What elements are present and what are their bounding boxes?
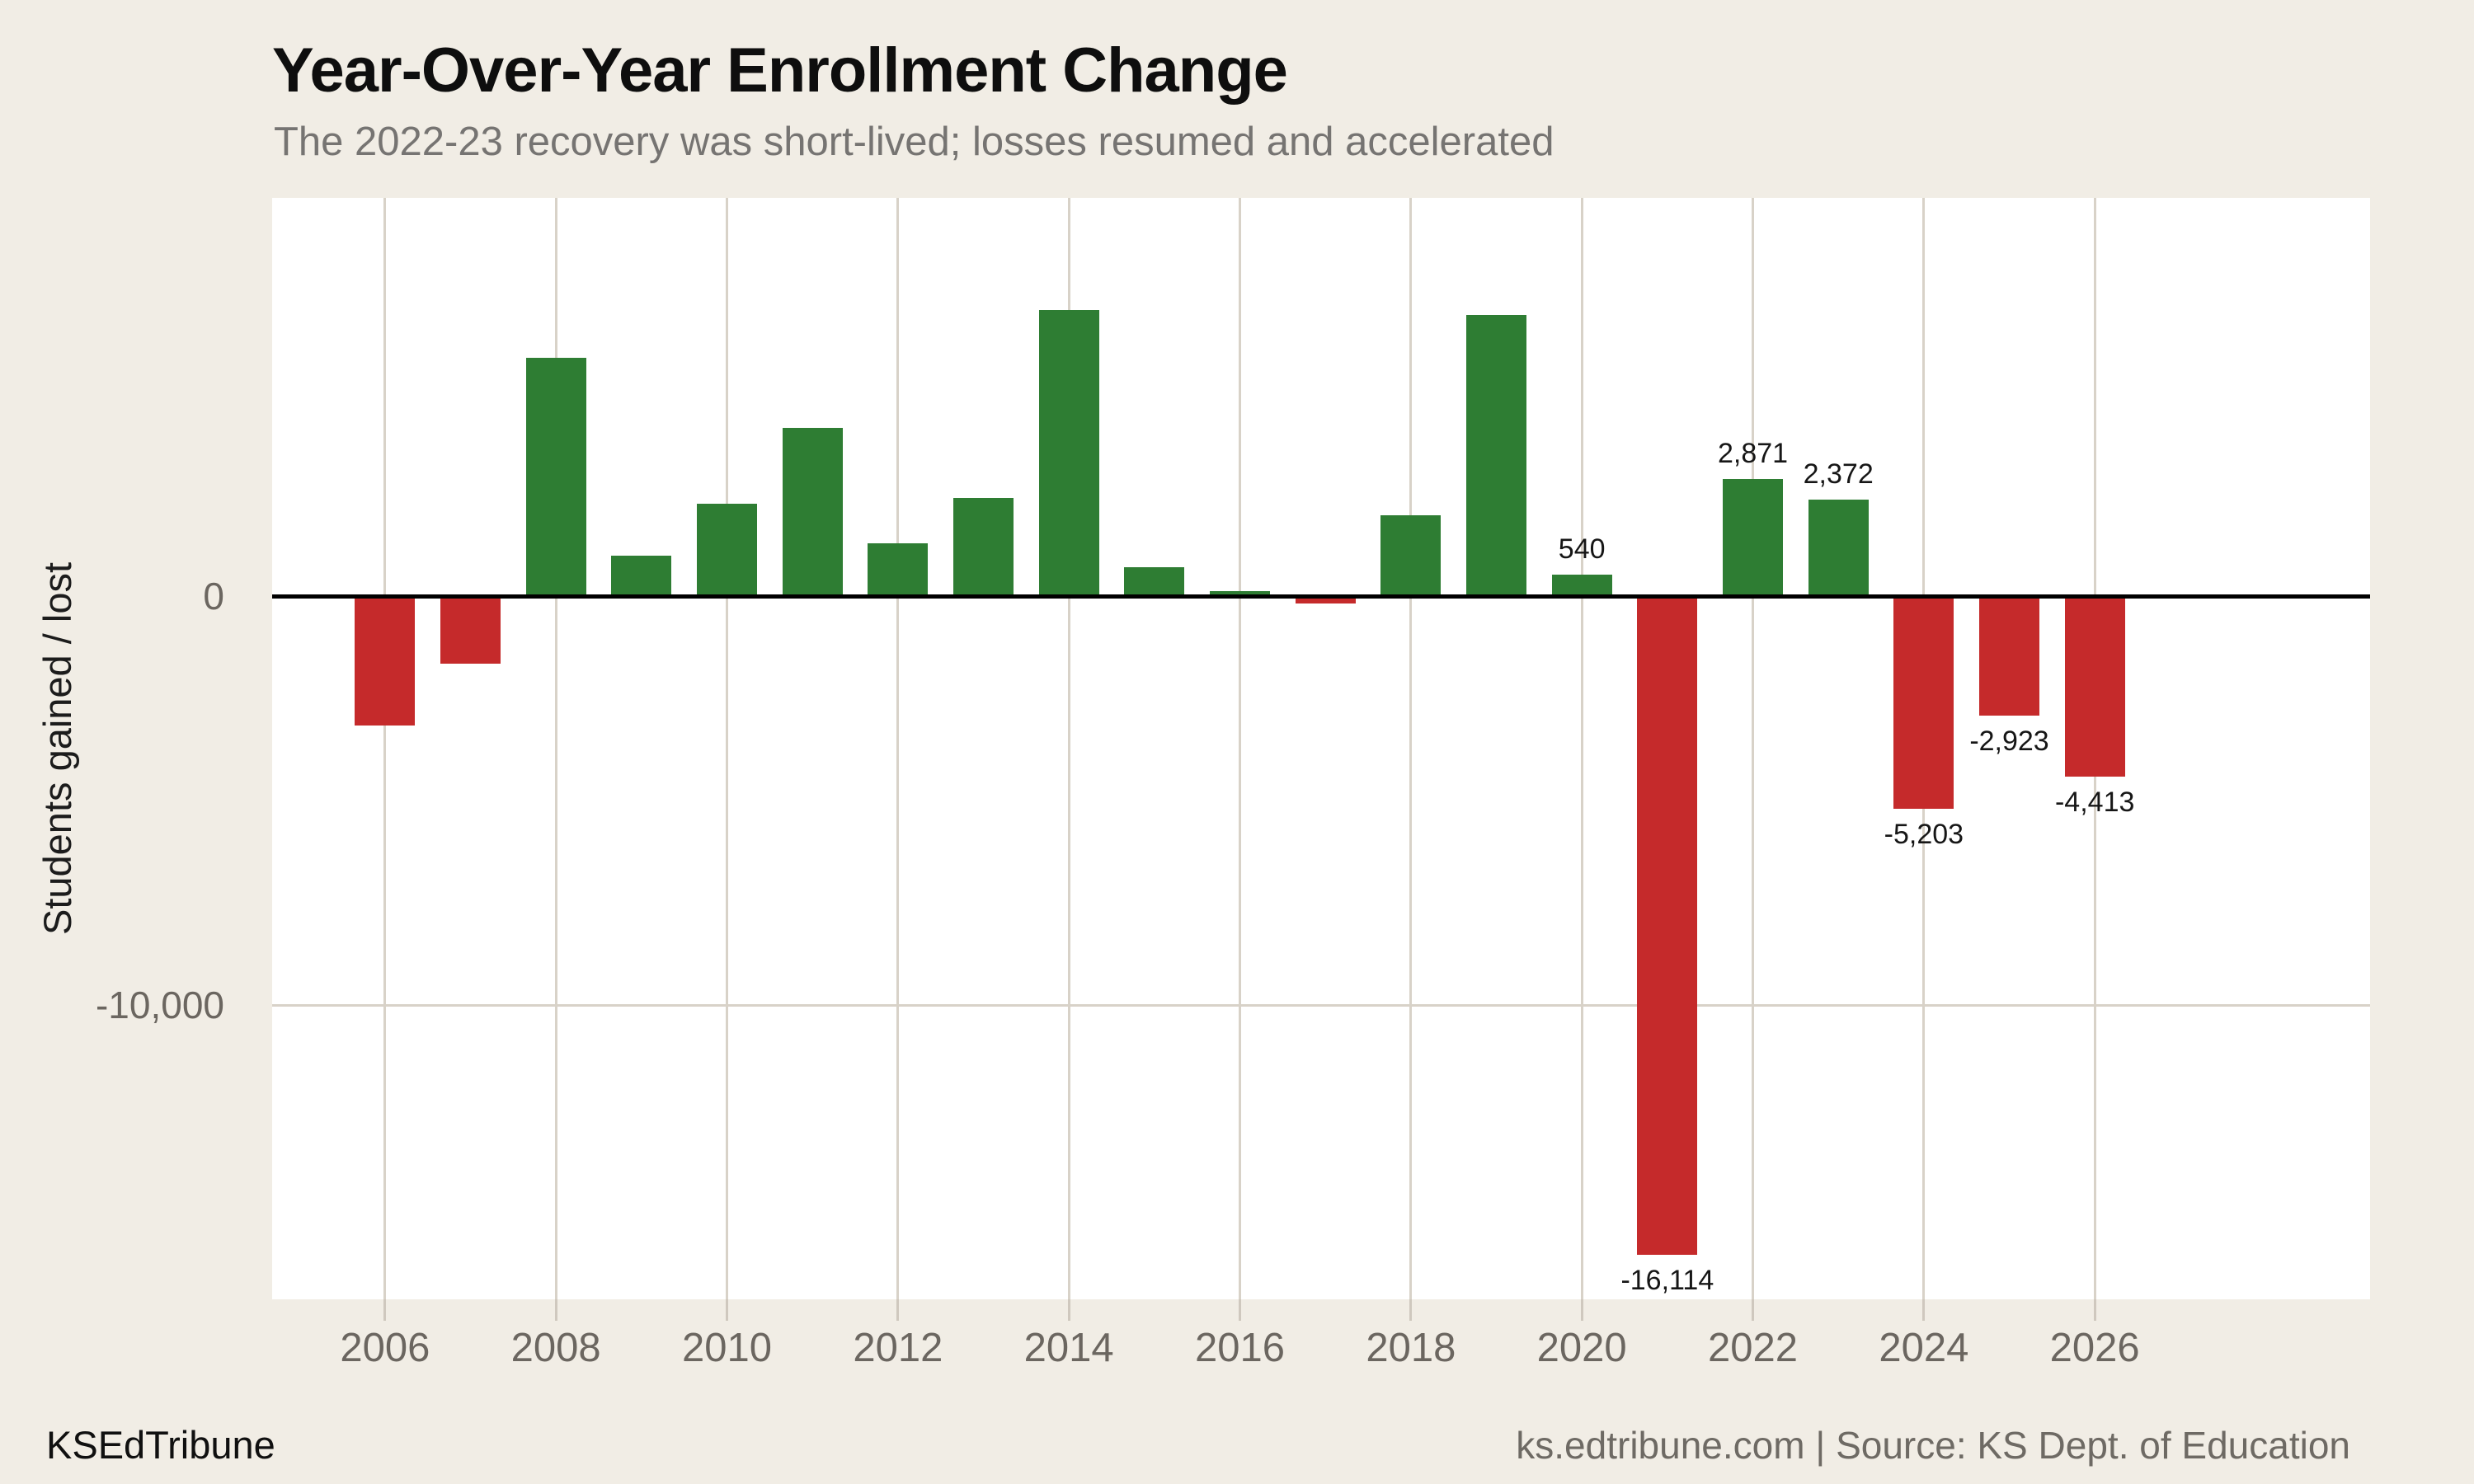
gridline-x: [726, 198, 728, 1299]
x-tick-mark: [1239, 1299, 1242, 1321]
plot-area: 540 -16,114 2,871 2,372 -5,203 -2,923 -4,413: [272, 198, 2370, 1299]
x-tick-label: 2016: [1195, 1326, 1286, 1370]
x-tick-mark: [1752, 1299, 1755, 1321]
bar-positive: [1808, 499, 1869, 597]
y-tick-label: 0: [203, 575, 224, 618]
gridline-y: [272, 1003, 2370, 1007]
zero-line: [272, 594, 2370, 599]
x-tick-label: 2012: [853, 1326, 943, 1370]
gridline-x: [1067, 198, 1070, 1299]
bar-positive: [1210, 591, 1270, 597]
x-tick-mark: [383, 1299, 387, 1321]
x-tick-label: 2014: [1023, 1326, 1114, 1370]
bar-value-label: -4,413: [2054, 787, 2135, 819]
x-tick-label: 2022: [1708, 1326, 1799, 1370]
bar-positive: [1380, 515, 1442, 597]
footer-brand: KSEdTribune: [46, 1423, 275, 1467]
bar-positive: [1466, 314, 1526, 597]
bar-positive: [953, 497, 1014, 597]
gridline-x: [1580, 198, 1583, 1299]
page-title: Year-Over-Year Enrollment Change: [272, 35, 1288, 106]
bar-positive: [1723, 479, 1783, 597]
bar-positive: [1551, 574, 1612, 597]
x-tick-mark: [896, 1299, 900, 1321]
bar-positive: [868, 543, 929, 597]
x-tick-label: 2020: [1536, 1326, 1627, 1370]
x-tick-label: 2026: [2049, 1326, 2140, 1370]
x-tick-label: 2010: [681, 1326, 772, 1370]
gridline-x: [554, 198, 557, 1299]
bar-negative: [1979, 596, 2039, 716]
bar-value-label: -5,203: [1884, 819, 1964, 851]
bar-positive: [1038, 309, 1099, 597]
bar-positive: [525, 357, 586, 597]
bar-negative: [1295, 596, 1356, 604]
gridline-x: [896, 198, 900, 1299]
chart-subtitle: The 2022-23 recovery was short-lived; lo…: [274, 120, 1554, 164]
gridline-x: [1752, 198, 1755, 1299]
x-tick-label: 2018: [1366, 1326, 1456, 1370]
bar-negative: [2064, 596, 2125, 777]
bar-value-label: -16,114: [1620, 1265, 1714, 1297]
x-tick-label: 2008: [510, 1326, 601, 1370]
bar-value-label: -2,923: [1969, 726, 2049, 758]
x-tick-mark: [726, 1299, 728, 1321]
x-tick-mark: [1409, 1299, 1413, 1321]
x-tick-mark: [1067, 1299, 1070, 1321]
y-tick-label: -10,000: [95, 984, 224, 1027]
x-tick-label: 2024: [1879, 1326, 1969, 1370]
footer-source: ks.edtribune.com | Source: KS Dept. of E…: [1516, 1424, 2350, 1467]
bar-positive: [697, 503, 757, 597]
x-tick-mark: [2093, 1299, 2096, 1321]
x-tick-mark: [1922, 1299, 1926, 1321]
gridline-x: [1239, 198, 1242, 1299]
bar-positive: [1124, 566, 1185, 597]
bar-positive: [782, 428, 843, 597]
bar-negative: [440, 596, 501, 665]
gridline-x: [1409, 198, 1413, 1299]
x-tick-mark: [1580, 1299, 1583, 1321]
x-tick-mark: [554, 1299, 557, 1321]
gridline-x: [383, 198, 387, 1299]
bar-negative: [355, 596, 416, 726]
bar-negative: [1637, 596, 1698, 1256]
x-tick-label: 2006: [340, 1326, 430, 1370]
bar-value-label: 2,372: [1803, 458, 1874, 490]
bar-value-label: 2,871: [1717, 438, 1789, 469]
bar-negative: [1893, 596, 1954, 810]
bar-positive: [611, 555, 672, 597]
bar-value-label: 540: [1558, 533, 1606, 565]
